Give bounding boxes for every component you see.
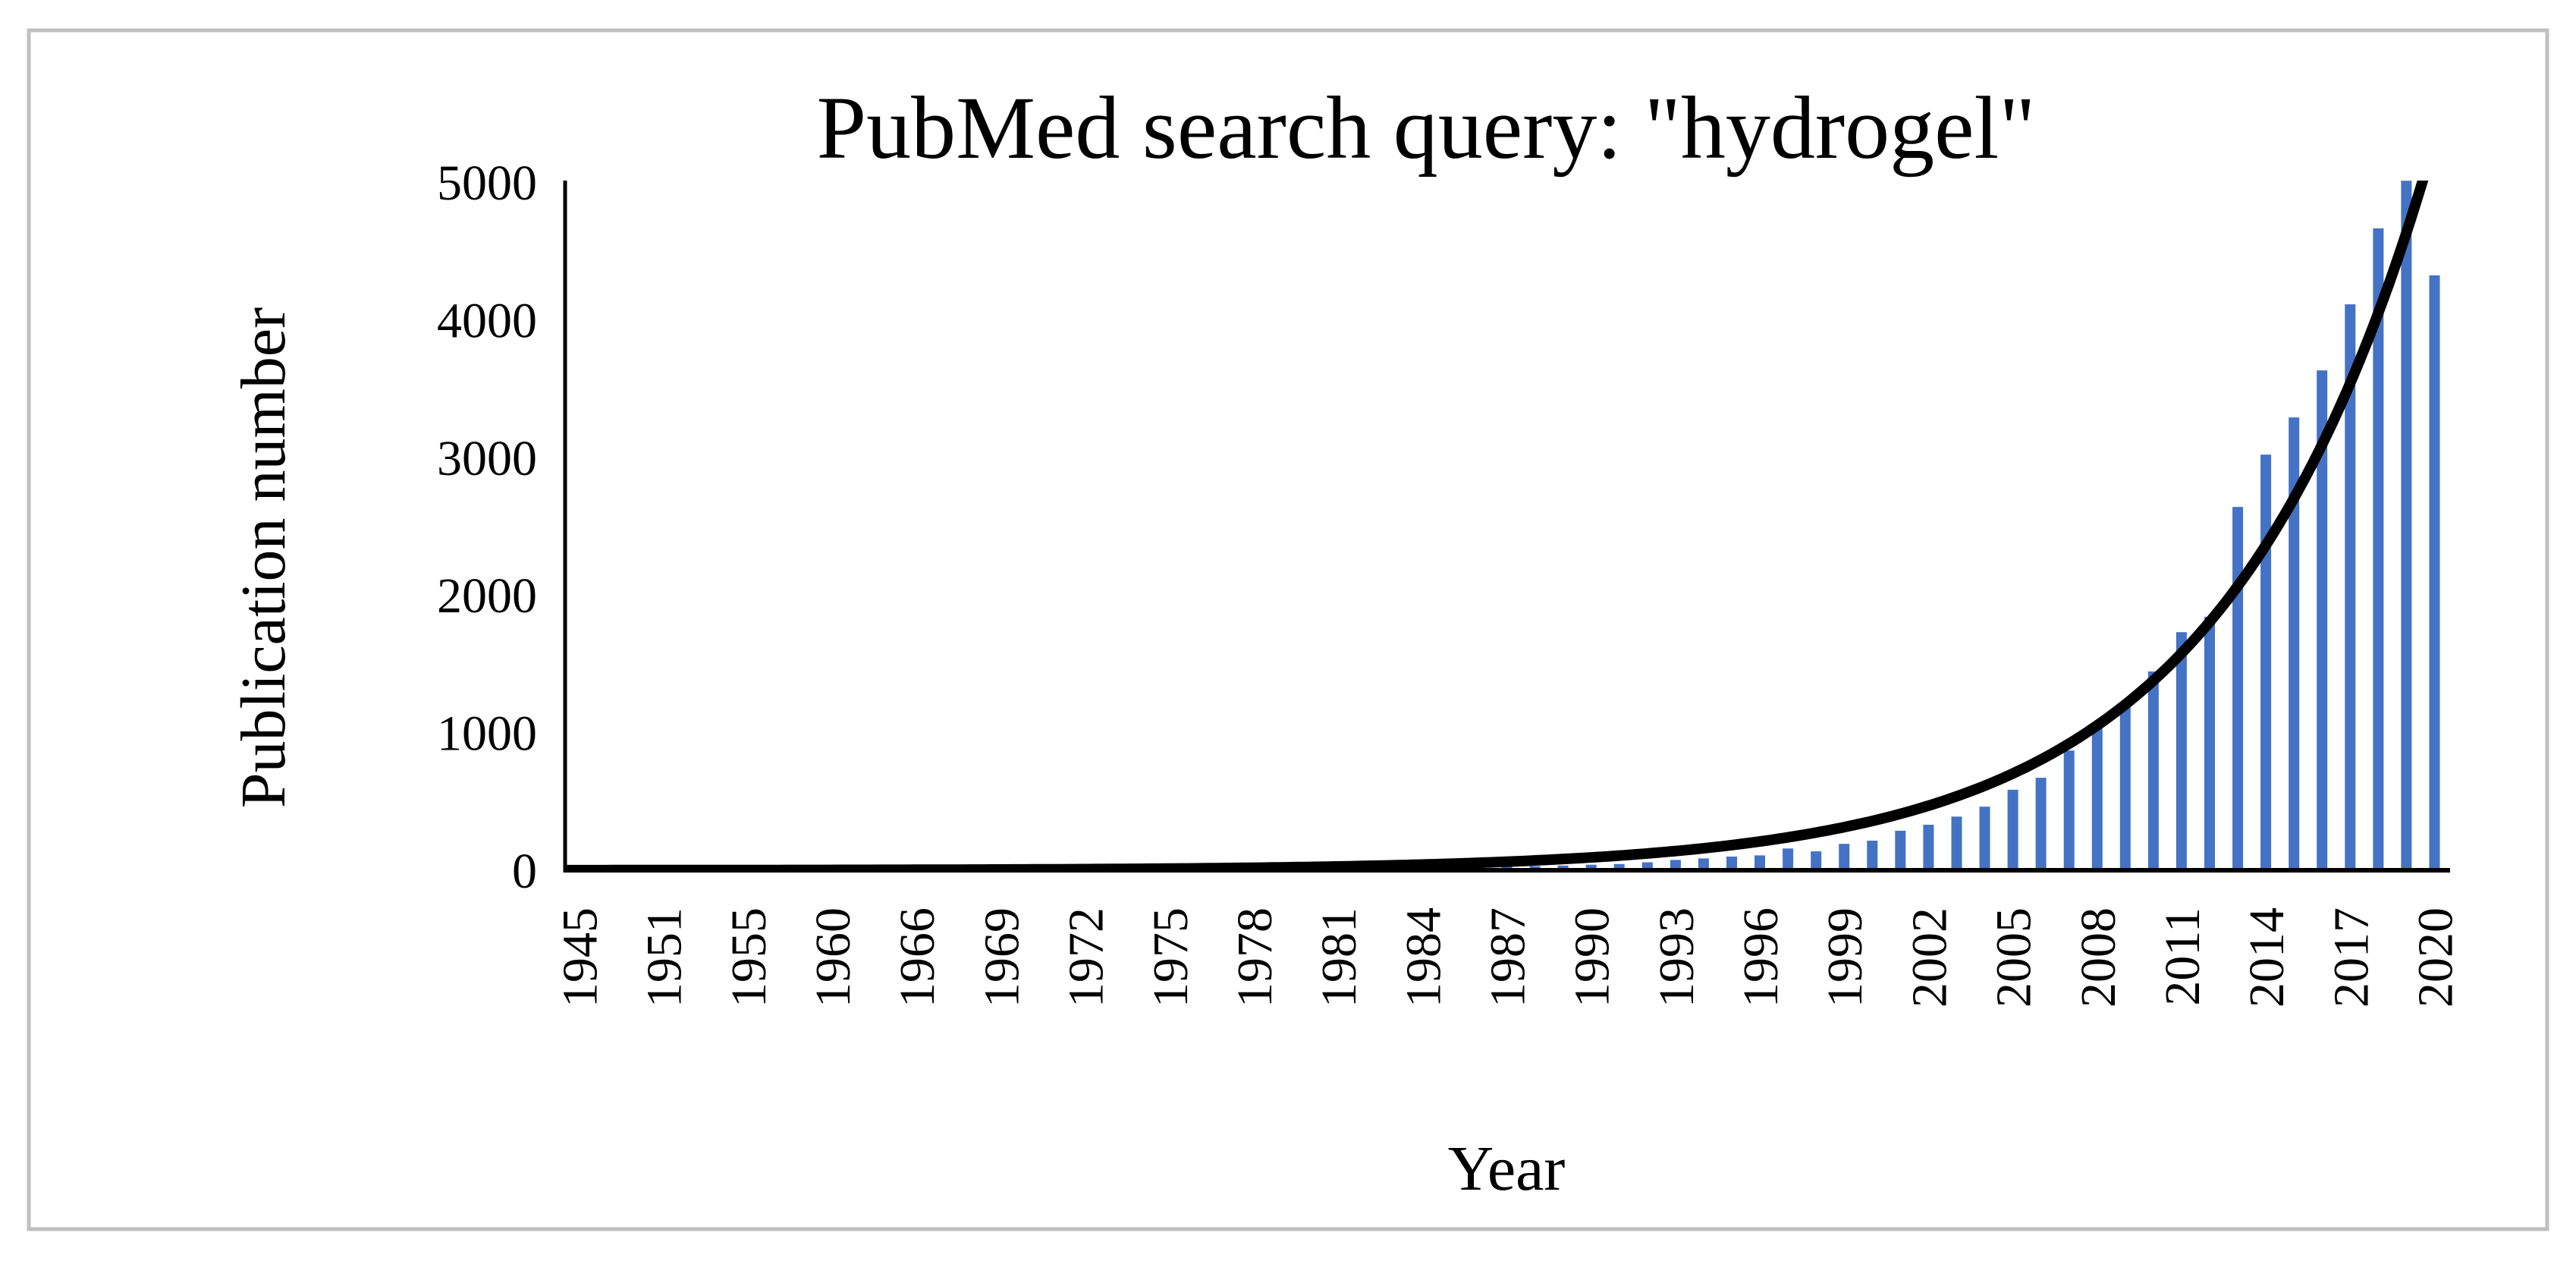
y-axis-tick-labels: 0 1000 2000 3000 4000 5000 (437, 156, 537, 899)
x-tick-label: 2020 (2408, 907, 2464, 1008)
bar (2147, 671, 2159, 870)
bar (1755, 855, 1765, 870)
bar (1923, 825, 1934, 870)
figure-border (27, 28, 2549, 1231)
bar (1951, 816, 1962, 870)
bar (2289, 417, 2300, 870)
bar (1811, 851, 1822, 870)
bar (2007, 789, 2018, 870)
bars (573, 181, 2440, 871)
bar (2063, 750, 2075, 870)
bar (2345, 304, 2356, 871)
bar (2119, 703, 2131, 870)
bar (2373, 228, 2384, 870)
x-axis-tick-labels: 1945 1951 1955 1960 1966 1969 1972 1975 1978 1981… (553, 907, 2464, 1008)
bar (1783, 848, 1794, 870)
x-tick-label: 2008 (2071, 907, 2126, 1008)
x-tick-label: 1960 (806, 907, 861, 1008)
x-tick-label: 1955 (721, 907, 777, 1008)
bar (1670, 860, 1681, 870)
y-tick-label: 1000 (437, 706, 537, 762)
y-tick-label: 3000 (437, 431, 537, 486)
x-tick-label: 2002 (1902, 907, 1957, 1008)
x-axis-title: Year (1448, 1134, 1566, 1204)
x-tick-label: 1993 (1649, 907, 1704, 1008)
bar (2429, 275, 2440, 870)
bar (1613, 863, 1625, 870)
y-tick-label: 2000 (437, 568, 537, 624)
x-tick-label: 1966 (890, 907, 945, 1008)
chart-title: PubMed search query: "hydrogel" (816, 78, 2035, 178)
x-tick-label: 1999 (1817, 907, 1873, 1008)
bar (2232, 507, 2244, 870)
x-tick-label: 1981 (1312, 907, 1367, 1008)
bar (2204, 616, 2215, 870)
bar (2401, 181, 2412, 870)
bar (1726, 857, 1737, 870)
x-tick-label: 1996 (1733, 907, 1789, 1008)
bar (1585, 864, 1597, 870)
y-tick-label: 0 (512, 844, 537, 899)
x-tick-label: 2017 (2323, 907, 2379, 1008)
bar (1839, 844, 1850, 870)
y-tick-label: 5000 (437, 156, 537, 211)
x-tick-label: 2014 (2239, 907, 2295, 1008)
bar (1867, 841, 1878, 870)
bar (1895, 830, 1906, 870)
x-tick-label: 1972 (1059, 907, 1114, 1008)
x-tick-label: 1975 (1143, 907, 1198, 1008)
bar (2260, 454, 2272, 870)
bar (2035, 778, 2047, 870)
x-tick-label: 1945 (553, 907, 608, 1008)
y-tick-label: 4000 (437, 293, 537, 348)
bar (2317, 370, 2328, 870)
x-tick-label: 1987 (1481, 907, 1536, 1008)
y-axis-title: Publication number (228, 307, 299, 808)
bar (1641, 862, 1653, 870)
x-tick-label: 2011 (2155, 907, 2210, 1006)
bar (1979, 807, 1990, 870)
x-tick-label: 1969 (974, 907, 1029, 1008)
bar (2175, 632, 2187, 870)
bar (2091, 725, 2103, 870)
x-tick-label: 1978 (1227, 907, 1283, 1008)
x-tick-label: 1990 (1565, 907, 1620, 1008)
x-tick-label: 2005 (1987, 907, 2042, 1008)
bar (1698, 858, 1709, 870)
x-tick-label: 1951 (637, 907, 693, 1008)
bar (1557, 865, 1569, 870)
x-tick-label: 1984 (1396, 907, 1451, 1008)
